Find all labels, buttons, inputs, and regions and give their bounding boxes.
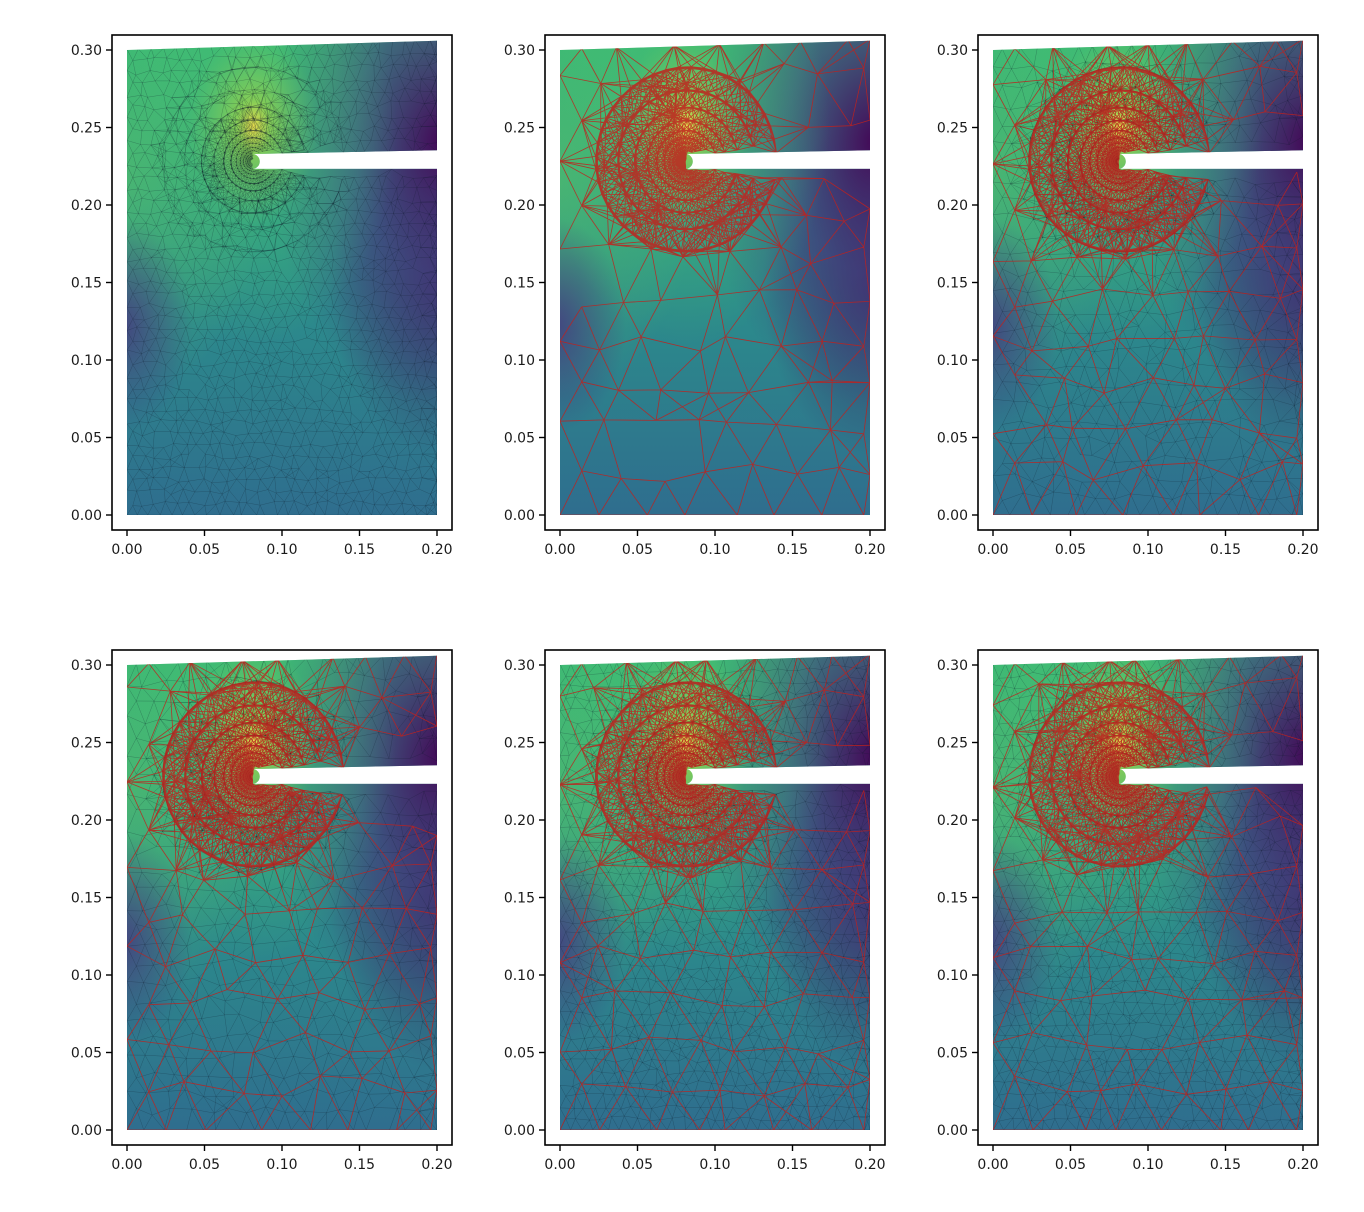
y-tick-label: 0.25 bbox=[71, 736, 102, 752]
y-tick-label: 0.20 bbox=[504, 198, 535, 214]
y-tick-label: 0.05 bbox=[937, 1046, 968, 1062]
x-tick-label: 0.05 bbox=[622, 542, 653, 558]
x-tick-label: 0.05 bbox=[622, 1157, 653, 1173]
field-plot bbox=[560, 40, 870, 515]
x-tick-label: 0.15 bbox=[344, 542, 375, 558]
x-tick-label: 0.00 bbox=[544, 542, 575, 558]
y-tick-label: 0.25 bbox=[504, 121, 535, 137]
y-tick-label: 0.20 bbox=[71, 198, 102, 214]
x-tick-label: 0.15 bbox=[344, 1157, 375, 1173]
x-tick-label: 0.05 bbox=[189, 542, 220, 558]
x-tick-label: 0.15 bbox=[1210, 542, 1241, 558]
y-tick-label: 0.20 bbox=[937, 813, 968, 829]
y-tick-label: 0.30 bbox=[71, 43, 102, 59]
panel-row2-col2: 0.00 0.05 0.10 0.15 0.20 0.25 0.30 0.00 0.05 0.10… bbox=[504, 649, 886, 1173]
x-tick-label: 0.05 bbox=[1055, 1157, 1086, 1173]
y-tick-label: 0.25 bbox=[937, 736, 968, 752]
x-tick-label: 0.00 bbox=[977, 542, 1008, 558]
x-tick-label: 0.20 bbox=[1287, 1157, 1318, 1173]
y-tick-label: 0.00 bbox=[71, 1123, 102, 1139]
y-tick-label: 0.30 bbox=[504, 43, 535, 59]
y-tick-label: 0.10 bbox=[71, 353, 102, 369]
x-tick-label: 0.15 bbox=[777, 542, 808, 558]
x-tick-label: 0.10 bbox=[266, 1157, 297, 1173]
field-plot bbox=[993, 40, 1303, 515]
y-tick-label: 0.25 bbox=[71, 121, 102, 137]
field-plot bbox=[127, 40, 437, 515]
y-tick-label: 0.10 bbox=[71, 968, 102, 984]
x-tick-label: 0.15 bbox=[777, 1157, 808, 1173]
x-tick-label: 0.05 bbox=[189, 1157, 220, 1173]
coarse-mesh-lines bbox=[993, 40, 1303, 515]
panel-row1-col3: 0.00 0.05 0.10 0.15 0.20 0.25 0.30 0.00 0.05 0.10… bbox=[937, 34, 1319, 558]
y-tick-label: 0.10 bbox=[937, 353, 968, 369]
y-tick-label: 0.00 bbox=[504, 1123, 535, 1139]
y-tick-label: 0.15 bbox=[937, 276, 968, 292]
y-tick-label: 0.05 bbox=[71, 431, 102, 447]
y-tick-label: 0.20 bbox=[71, 813, 102, 829]
x-tick-label: 0.05 bbox=[1055, 542, 1086, 558]
y-tick-label: 0.00 bbox=[937, 1123, 968, 1139]
coarse-mesh-lines bbox=[560, 40, 870, 515]
x-tick-label: 0.20 bbox=[421, 1157, 452, 1173]
field-layer bbox=[127, 40, 437, 515]
x-tick-label: 0.10 bbox=[1132, 1157, 1163, 1173]
y-tick-label: 0.00 bbox=[937, 508, 968, 524]
y-tick-label: 0.10 bbox=[937, 968, 968, 984]
y-tick-label: 0.15 bbox=[71, 891, 102, 907]
x-tick-label: 0.15 bbox=[1210, 1157, 1241, 1173]
field-plot bbox=[993, 655, 1303, 1130]
y-tick-label: 0.00 bbox=[71, 508, 102, 524]
y-tick-label: 0.30 bbox=[504, 658, 535, 674]
x-tick-label: 0.20 bbox=[854, 1157, 885, 1173]
y-tick-label: 0.30 bbox=[937, 658, 968, 674]
y-tick-label: 0.05 bbox=[71, 1046, 102, 1062]
y-tick-label: 0.30 bbox=[71, 658, 102, 674]
fine-mesh-lines bbox=[127, 40, 437, 515]
x-tick-label: 0.00 bbox=[111, 542, 142, 558]
y-tick-label: 0.20 bbox=[504, 813, 535, 829]
y-tick-label: 0.20 bbox=[937, 198, 968, 214]
y-tick-label: 0.15 bbox=[937, 891, 968, 907]
panel-row1-col1: 0.00 0.05 0.10 0.15 0.20 0.25 0.30 0.00 0.05 0.10… bbox=[71, 34, 453, 558]
y-tick-label: 0.15 bbox=[504, 276, 535, 292]
x-tick-label: 0.10 bbox=[266, 542, 297, 558]
y-tick-label: 0.25 bbox=[504, 736, 535, 752]
x-tick-label: 0.10 bbox=[699, 542, 730, 558]
y-tick-label: 0.10 bbox=[504, 353, 535, 369]
y-tick-label: 0.05 bbox=[504, 431, 535, 447]
y-tick-label: 0.15 bbox=[504, 891, 535, 907]
field-plot bbox=[127, 655, 437, 1130]
x-tick-label: 0.00 bbox=[544, 1157, 575, 1173]
y-tick-label: 0.15 bbox=[71, 276, 102, 292]
x-tick-label: 0.10 bbox=[1132, 542, 1163, 558]
coarse-mesh-lines bbox=[127, 655, 437, 1130]
y-tick-label: 0.05 bbox=[504, 1046, 535, 1062]
coarse-mesh-lines bbox=[560, 655, 870, 1130]
y-tick-label: 0.30 bbox=[937, 43, 968, 59]
coarse-mesh-lines bbox=[993, 655, 1303, 1130]
y-tick-label: 0.00 bbox=[504, 508, 535, 524]
panel-row2-col1: 0.00 0.05 0.10 0.15 0.20 0.25 0.30 0.00 0.05 0.10… bbox=[71, 649, 453, 1173]
field-plot bbox=[560, 655, 870, 1130]
panel-row1-col2: 0.00 0.05 0.10 0.15 0.20 0.25 0.30 0.00 0.05 0.10… bbox=[504, 34, 886, 558]
y-tick-label: 0.10 bbox=[504, 968, 535, 984]
x-tick-label: 0.00 bbox=[111, 1157, 142, 1173]
y-tick-label: 0.25 bbox=[937, 121, 968, 137]
panel-row2-col3: 0.00 0.05 0.10 0.15 0.20 0.25 0.30 0.00 0.05 0.10… bbox=[937, 649, 1319, 1173]
x-tick-label: 0.20 bbox=[421, 542, 452, 558]
x-tick-label: 0.10 bbox=[699, 1157, 730, 1173]
x-tick-label: 0.20 bbox=[854, 542, 885, 558]
x-tick-label: 0.20 bbox=[1287, 542, 1318, 558]
y-tick-label: 0.05 bbox=[937, 431, 968, 447]
x-tick-label: 0.00 bbox=[977, 1157, 1008, 1173]
